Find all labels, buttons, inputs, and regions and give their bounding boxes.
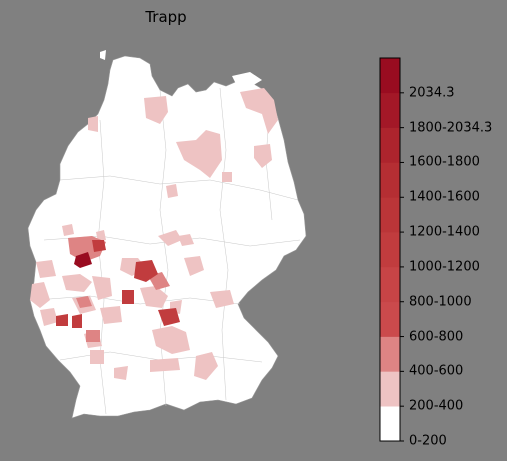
- colorbar-swatch: [380, 336, 400, 372]
- island-north: [100, 50, 106, 60]
- colorbar-tick-label: 1400-1600: [409, 189, 480, 205]
- colorbar-swatch: [380, 197, 400, 233]
- colorbar-tick-label: 1800-2034.3: [409, 120, 493, 136]
- colorbar-tick-label: 800-1000: [409, 294, 472, 310]
- colorbar-tick-label: 1200-1400: [409, 224, 480, 240]
- colorbar-swatch: [380, 58, 400, 94]
- colorbar: [379, 57, 404, 442]
- colorbar-swatch: [380, 266, 400, 303]
- colorbar-tick-label: 0-200: [409, 433, 447, 449]
- colorbar-tick-label: 400-600: [409, 363, 464, 379]
- colorbar-tick-label: 2034.3: [409, 85, 455, 101]
- colorbar-tick-label: 1600-1800: [409, 154, 480, 170]
- map-title: Trapp: [145, 8, 187, 26]
- shaded-regions: [30, 88, 278, 380]
- island-east: [232, 72, 262, 86]
- colorbar-swatch: [380, 162, 400, 198]
- colorbar-frame: [379, 57, 401, 442]
- colorbar-swatch: [380, 301, 400, 337]
- colorbar-swatch: [380, 371, 400, 407]
- colorbar-swatch: [380, 406, 400, 442]
- colorbar-swatch: [380, 232, 400, 268]
- colorbar-swatch: [380, 92, 400, 128]
- colorbar-tick-label: 600-800: [409, 329, 464, 345]
- colorbar-tick-label: 200-400: [409, 398, 464, 414]
- colorbar-tick-label: 1000-1200: [409, 259, 480, 275]
- colorbar-swatch: [380, 127, 400, 163]
